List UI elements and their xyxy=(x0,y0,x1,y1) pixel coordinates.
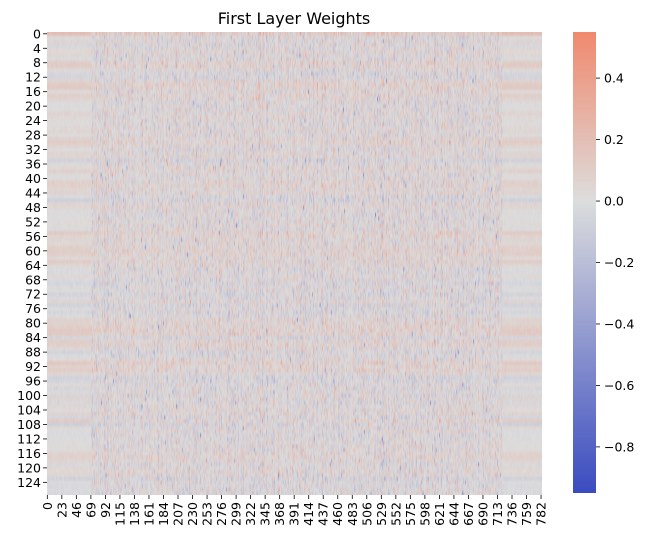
x-tick-label: 230 xyxy=(185,502,200,526)
x-tick-label: 506 xyxy=(359,502,374,526)
x-tick-label: 253 xyxy=(200,502,215,526)
x-tick-label: 460 xyxy=(330,502,345,526)
y-tick-label: 44 xyxy=(25,185,41,200)
y-tick-label: 8 xyxy=(33,55,41,70)
y-tick-label: 116 xyxy=(17,446,41,461)
y-tick-label: 68 xyxy=(25,272,41,287)
chart-title: First Layer Weights xyxy=(218,9,371,28)
x-tick-label: 782 xyxy=(534,502,549,526)
x-tick-label: 736 xyxy=(505,502,520,526)
y-tick-label: 0 xyxy=(33,26,41,41)
y-tick-label: 76 xyxy=(25,301,41,316)
y-tick-label: 100 xyxy=(17,388,41,403)
x-tick-label: 759 xyxy=(519,502,534,526)
y-tick-label: 88 xyxy=(25,345,41,360)
x-tick-label: 46 xyxy=(69,502,84,518)
y-tick-label: 4 xyxy=(33,41,41,56)
x-tick-label: 483 xyxy=(345,502,360,526)
colorbar-tick-label: 0.4 xyxy=(604,71,624,86)
y-tick-label: 16 xyxy=(25,84,41,99)
y-axis: 0481216202428323640444852566064687276808… xyxy=(17,26,47,490)
y-tick-label: 48 xyxy=(25,200,41,215)
x-tick-label: 552 xyxy=(388,502,403,526)
y-tick-label: 20 xyxy=(25,99,41,114)
y-tick-label: 12 xyxy=(25,70,41,85)
x-tick-label: 322 xyxy=(243,502,258,526)
colorbar-tick-label: 0.0 xyxy=(604,194,624,209)
colorbar: 0.4 0.2 0.0 −0.2 −0.4 −0.6 −0.8 xyxy=(573,32,634,493)
x-tick-label: 207 xyxy=(171,502,186,526)
y-tick-label: 40 xyxy=(25,171,41,186)
y-tick-label: 112 xyxy=(17,431,41,446)
y-tick-label: 124 xyxy=(17,475,41,490)
x-tick-label: 414 xyxy=(301,502,316,526)
y-tick-label: 80 xyxy=(25,316,41,331)
x-tick-label: 161 xyxy=(141,502,156,526)
colorbar-gradient xyxy=(573,32,596,493)
x-tick-label: 92 xyxy=(98,502,113,518)
y-tick-label: 60 xyxy=(25,243,41,258)
x-tick-label: 23 xyxy=(54,502,69,518)
x-tick-label: 368 xyxy=(272,502,287,526)
x-tick-label: 115 xyxy=(112,502,127,526)
colorbar-tick-label: −0.8 xyxy=(604,439,634,454)
colorbar-tick-label: −0.4 xyxy=(604,316,634,331)
x-tick-label: 437 xyxy=(316,502,331,526)
colorbar-ticks: 0.4 0.2 0.0 −0.2 −0.4 −0.6 −0.8 xyxy=(596,71,634,454)
y-tick-label: 24 xyxy=(25,113,41,128)
x-tick-label: 0 xyxy=(40,502,55,510)
y-tick-label: 84 xyxy=(25,330,41,345)
x-axis: 0 23 46 69 92 115 138 161 184 207 230 253 276 299 322 3… xyxy=(40,495,549,526)
colorbar-tick-label: −0.6 xyxy=(604,378,634,393)
x-tick-label: 690 xyxy=(475,502,490,526)
y-tick-label: 72 xyxy=(25,287,41,302)
y-tick-label: 64 xyxy=(25,258,41,273)
colorbar-tick-label: −0.2 xyxy=(604,255,634,270)
x-tick-label: 529 xyxy=(374,502,389,526)
heatmap-area xyxy=(47,32,542,495)
x-tick-label: 621 xyxy=(432,502,447,526)
y-tick-label: 108 xyxy=(17,417,41,432)
y-tick-label: 28 xyxy=(25,128,41,143)
heatmap-cells xyxy=(47,32,542,495)
x-tick-label: 391 xyxy=(287,502,302,526)
x-tick-label: 575 xyxy=(403,502,418,526)
x-tick-label: 69 xyxy=(83,502,98,518)
x-tick-label: 184 xyxy=(156,502,171,526)
x-tick-label: 644 xyxy=(446,502,461,526)
y-tick-label: 104 xyxy=(17,402,41,417)
x-tick-label: 667 xyxy=(461,502,476,526)
x-tick-label: 598 xyxy=(417,502,432,526)
colorbar-tick-label: 0.2 xyxy=(604,132,624,147)
y-tick-label: 36 xyxy=(25,157,41,172)
x-tick-label: 276 xyxy=(214,502,229,526)
x-tick-label: 713 xyxy=(490,502,505,526)
y-tick-label: 120 xyxy=(17,460,41,475)
y-tick-label: 56 xyxy=(25,229,41,244)
x-tick-label: 299 xyxy=(229,502,244,526)
y-tick-label: 32 xyxy=(25,142,41,157)
y-tick-label: 92 xyxy=(25,359,41,374)
x-tick-label: 138 xyxy=(127,502,142,526)
y-tick-label: 52 xyxy=(25,214,41,229)
x-tick-label: 345 xyxy=(258,502,273,526)
y-tick-label: 96 xyxy=(25,374,41,389)
